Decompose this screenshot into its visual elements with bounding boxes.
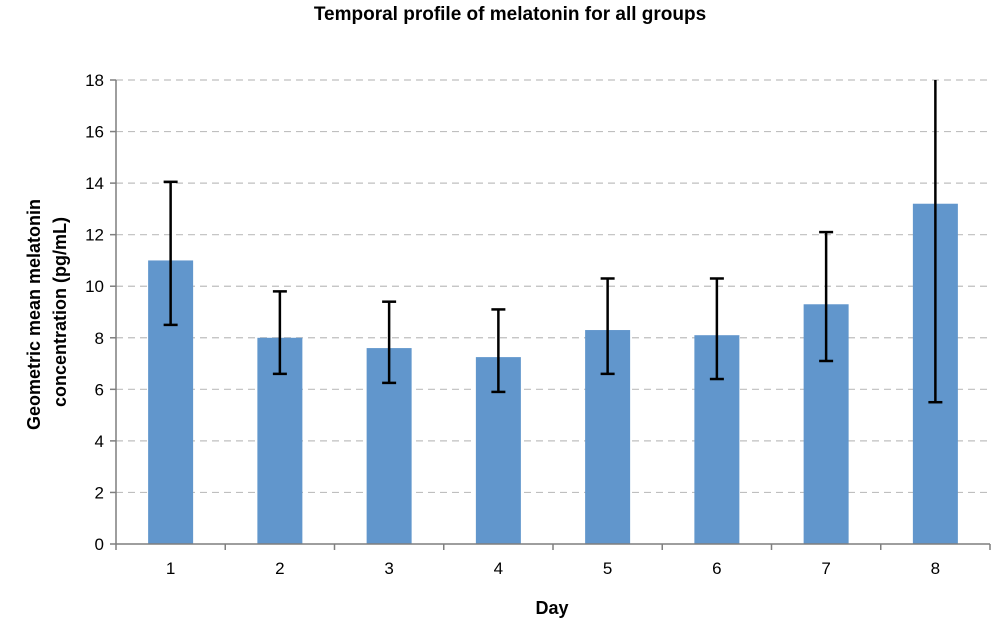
x-tick-label: 5 <box>603 559 612 578</box>
y-tick-label: 8 <box>95 329 104 348</box>
error-bars <box>163 80 943 404</box>
y-tick-label: 10 <box>85 277 104 296</box>
x-tick-label: 1 <box>166 559 175 578</box>
error-bar-day-2 <box>272 290 287 376</box>
y-axis-title-line-2: concentration (pg/mL) <box>50 217 70 407</box>
gridlines <box>116 79 990 494</box>
x-tick-label: 3 <box>384 559 393 578</box>
error-bar-day-3 <box>382 300 397 385</box>
error-bar-day-8 <box>928 80 943 404</box>
y-tick-label: 18 <box>85 71 104 90</box>
error-bar-day-5 <box>600 277 615 376</box>
y-tick-label: 6 <box>95 380 104 399</box>
y-tick-label: 2 <box>95 483 104 502</box>
error-bar-day-7 <box>819 230 834 363</box>
x-tick-labels: 1 2 3 4 5 6 7 8 <box>115 544 991 578</box>
y-tick-label: 12 <box>85 226 104 245</box>
bars <box>148 203 958 544</box>
error-bar-day-4 <box>491 308 506 394</box>
y-tick-label: 0 <box>95 535 104 554</box>
y-tick-label: 14 <box>85 174 104 193</box>
y-tick-label: 16 <box>85 123 104 142</box>
chart-title: Temporal profile of melatonin for all gr… <box>314 4 706 25</box>
y-axis-title-line-1: Geometric mean melatonin <box>24 199 44 430</box>
x-tick-label: 2 <box>275 559 284 578</box>
y-axis-title: Geometric mean melatonin concentration (… <box>24 194 70 430</box>
x-tick-label: 6 <box>712 559 721 578</box>
axes <box>115 80 990 545</box>
x-tick-label: 8 <box>931 559 940 578</box>
x-tick-label: 4 <box>494 559 503 578</box>
error-bar-day-1 <box>163 180 178 327</box>
x-axis-title: Day <box>535 598 568 618</box>
y-tick-label: 4 <box>95 432 104 451</box>
error-bar-day-6 <box>709 277 724 381</box>
y-tick-labels: 0 2 4 6 8 10 12 14 16 18 <box>85 71 116 554</box>
x-tick-label: 7 <box>821 559 830 578</box>
